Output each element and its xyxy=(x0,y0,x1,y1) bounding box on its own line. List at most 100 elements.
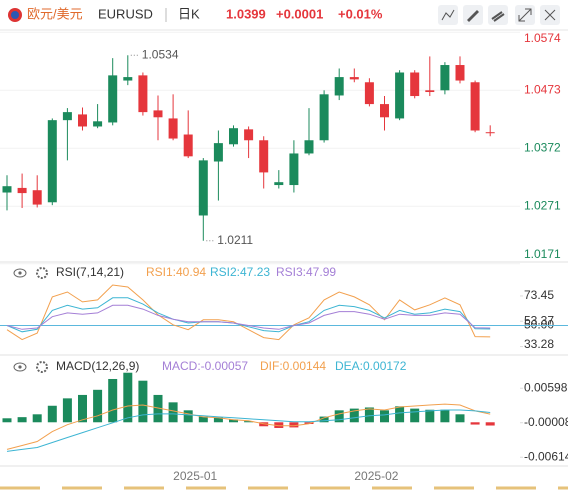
histogram-bar xyxy=(380,410,389,423)
macd-icons xyxy=(13,361,48,373)
y-tick-label: 33.28 xyxy=(524,337,554,351)
y-tick-label: 1.0574 xyxy=(524,31,561,45)
candle-body xyxy=(123,77,133,81)
histogram-bar xyxy=(440,409,450,423)
tool-icon xyxy=(467,10,479,22)
pair: 欧元/美元 xyxy=(27,6,83,21)
histogram-bar xyxy=(168,402,178,423)
symbol: EURUSD xyxy=(98,6,153,21)
flag-icon-inner xyxy=(11,11,19,19)
histogram-bar xyxy=(364,407,374,423)
indicator-line xyxy=(6,284,491,341)
y-tick-label: -0.00008 xyxy=(524,415,568,429)
histogram-bar xyxy=(334,410,344,423)
eye-icon[interactable] xyxy=(13,268,27,278)
gear-icon[interactable] xyxy=(36,267,48,279)
histogram-bar xyxy=(425,409,435,423)
legend-entry: RSI1:40.94 xyxy=(146,265,206,279)
histogram-bar xyxy=(93,389,103,423)
histogram-bar xyxy=(395,406,405,423)
histogram-bar xyxy=(304,422,314,424)
histogram-bar xyxy=(349,408,359,423)
histogram-bar xyxy=(123,372,133,423)
legend-entry: RSI2:47.23 xyxy=(210,265,270,279)
indicator-title: MACD(12,26,9) xyxy=(56,359,139,373)
histogram-bar xyxy=(274,422,284,428)
y-tick-label: 0.00598 xyxy=(524,380,568,394)
histogram-bar xyxy=(289,422,299,428)
histogram-bar xyxy=(229,419,238,423)
candle-body xyxy=(47,120,57,203)
candle-body xyxy=(17,187,27,194)
header: 欧元/美元 EURUSD 日K 1.0399 +0.0001 +0.01% xyxy=(8,5,560,25)
candle-body xyxy=(244,129,254,141)
extreme-label: 1.0211 xyxy=(217,233,253,247)
legend-entry: MACD:-0.00057 xyxy=(162,359,248,373)
y-tick-label: 53.37 xyxy=(524,313,554,327)
candle-body xyxy=(153,110,163,118)
tool-icon xyxy=(544,9,556,21)
candle-body xyxy=(62,112,72,121)
legend-entry: RSI3:47.99 xyxy=(276,265,336,279)
histogram-bar xyxy=(78,394,87,423)
extreme-label: 1.0534 xyxy=(142,47,179,61)
candle-body xyxy=(274,182,284,186)
indicator-line xyxy=(6,409,491,452)
candle-body xyxy=(168,118,178,139)
gear-icon[interactable] xyxy=(36,361,48,373)
histogram-bar xyxy=(108,378,118,423)
eye-icon-pupil xyxy=(18,365,22,369)
candle-body xyxy=(364,82,374,105)
candle-body xyxy=(259,140,269,173)
y-tick-label: 1.0271 xyxy=(524,198,561,212)
candle-body xyxy=(229,128,238,145)
y-tick-label: 73.45 xyxy=(524,288,554,302)
toolbar xyxy=(438,5,560,25)
period[interactable]: 日K xyxy=(178,6,200,21)
histogram-bar xyxy=(244,421,254,423)
candle-body xyxy=(395,72,405,119)
histogram-bar xyxy=(455,414,465,423)
x-tick-label: 2025-02 xyxy=(354,469,398,483)
x-tick-label: 2025-01 xyxy=(173,469,217,483)
histogram-bar xyxy=(470,422,480,425)
eye-icon[interactable] xyxy=(13,362,27,372)
histogram-bar xyxy=(138,380,148,423)
candle-body xyxy=(380,104,389,118)
indicator-line xyxy=(6,403,491,450)
histogram-bar xyxy=(62,398,72,423)
histogram-bar xyxy=(410,408,420,423)
candle-body xyxy=(108,75,118,123)
y-tick-label: 50.00 xyxy=(524,318,554,332)
y-tick-label: 1.0473 xyxy=(524,82,561,96)
candle-body xyxy=(2,186,12,193)
change: +0.0001 xyxy=(276,6,323,21)
histogram-bar xyxy=(153,394,163,423)
tool-icon xyxy=(518,8,532,22)
histogram-bar xyxy=(2,418,12,423)
tool-icon xyxy=(441,9,455,21)
indicator-line xyxy=(6,304,491,330)
tool-icon xyxy=(491,11,505,22)
legend-entry: DEA:0.00172 xyxy=(335,359,407,373)
candle-body xyxy=(213,143,223,162)
candle-body xyxy=(93,121,103,127)
candle-body xyxy=(349,77,359,80)
histogram-bar xyxy=(17,417,27,423)
candle-body xyxy=(32,190,42,205)
candle-body xyxy=(485,132,495,134)
rsi-icons xyxy=(13,267,48,279)
histogram-bar xyxy=(183,410,193,423)
change-pct: +0.01% xyxy=(338,6,383,21)
candle-body xyxy=(470,82,480,131)
candle-body xyxy=(138,75,148,113)
indicator-title: RSI(7,14,21) xyxy=(56,265,124,279)
candle-body xyxy=(289,153,299,186)
y-tick-label: 1.0372 xyxy=(524,140,561,154)
histogram-bar xyxy=(319,416,329,423)
indicator-line xyxy=(6,297,491,333)
candle-body xyxy=(440,65,450,91)
eye-icon-pupil xyxy=(18,271,22,275)
histogram-bar xyxy=(485,422,495,426)
